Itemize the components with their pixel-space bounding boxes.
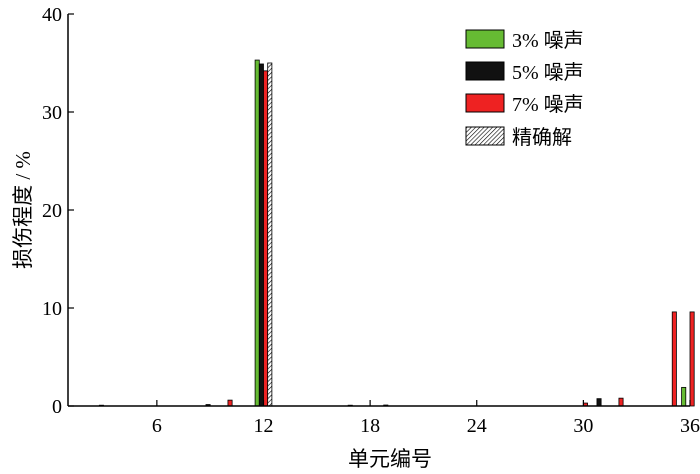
legend-swatch-5pct (465, 61, 505, 81)
legend-item-exact: 精确解 (465, 126, 572, 149)
ticks: 6 12 18 24 30 36 0 10 20 30 40 (42, 4, 700, 437)
bar-1-unit-12 (254, 59, 260, 407)
x-axis-title: 单元编号 (348, 447, 432, 471)
bar-3-unit-36 (689, 311, 695, 407)
legend-swatch-exact (465, 126, 505, 146)
y-axis-title: 损伤程度 / % (11, 151, 35, 269)
bar-2-unit-31 (596, 398, 602, 407)
axes (67, 14, 690, 407)
legend-label-3pct: 3% 噪声 (512, 29, 584, 52)
x-tick-label-24: 24 (467, 415, 487, 437)
legend-label-7pct: 7% 噪声 (512, 93, 584, 116)
bar-3-unit-10 (227, 399, 233, 407)
bar-2-unit-12 (258, 63, 264, 407)
legend-label-5pct: 5% 噪声 (512, 61, 584, 84)
bar-4-unit-12 (267, 62, 273, 407)
x-tick-label-30: 30 (573, 415, 593, 437)
x-tick-label-6: 6 (152, 415, 162, 437)
x-tick-label-36: 36 (680, 415, 700, 437)
bar-3-unit-35 (671, 311, 677, 407)
legend-swatch-3pct (465, 29, 505, 49)
x-tick-label-18: 18 (360, 415, 380, 437)
bar-3-unit-32 (618, 397, 624, 407)
y-tick-label-0: 0 (52, 396, 62, 418)
bar-1-unit-36 (681, 386, 687, 407)
x-tick-label-12: 12 (253, 415, 273, 437)
legend-label-exact: 精确解 (512, 126, 572, 149)
legend-swatch-7pct (465, 93, 505, 113)
y-tick-label-40: 40 (42, 4, 62, 26)
legend-item-5pct: 5% 噪声 (465, 61, 584, 84)
legend-item-3pct: 3% 噪声 (465, 29, 584, 52)
legend: 3% 噪声 5% 噪声 7% 噪声 精确解 (465, 29, 584, 149)
bars-layer (98, 59, 695, 407)
legend-item-7pct: 7% 噪声 (465, 93, 584, 116)
y-tick-label-20: 20 (42, 200, 62, 222)
y-tick-label-10: 10 (42, 298, 62, 320)
bar-3-unit-12 (263, 70, 269, 407)
y-tick-label-30: 30 (42, 102, 62, 124)
